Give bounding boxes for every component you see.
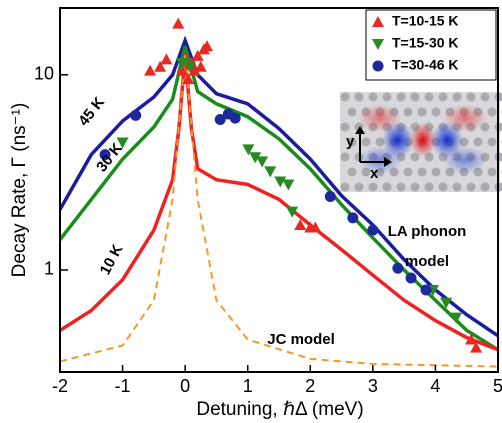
curve — [60, 35, 498, 338]
data-point — [440, 297, 453, 309]
data-point — [188, 64, 201, 76]
y-tick-label: 10 — [34, 64, 54, 84]
y-tick-label: 1 — [44, 259, 54, 279]
legend-marker — [372, 60, 384, 72]
data-point — [405, 272, 417, 284]
data-point — [282, 179, 295, 191]
data-point — [465, 333, 478, 345]
inset-axis-label: y — [346, 133, 355, 150]
plot-frame — [59, 7, 499, 373]
data-point — [176, 57, 189, 69]
data-point — [347, 212, 359, 224]
data-point — [249, 152, 262, 164]
legend-marker — [372, 16, 384, 27]
legend-box — [365, 9, 497, 81]
data-point — [256, 156, 269, 168]
x-tick-label: 5 — [493, 376, 502, 396]
x-tick-label: -1 — [115, 376, 131, 396]
x-tick-label: 1 — [243, 376, 253, 396]
data-point — [274, 176, 287, 188]
data-point — [392, 262, 404, 274]
data-point — [194, 60, 207, 72]
inset-axis-label: x — [370, 165, 379, 182]
data-point — [130, 109, 142, 121]
data-point — [367, 224, 379, 236]
legend-label: T=30-46 K — [392, 57, 459, 73]
data-point — [116, 137, 129, 149]
curve — [60, 53, 498, 352]
data-point — [144, 64, 157, 76]
data-point — [470, 341, 483, 353]
data-point — [294, 218, 307, 230]
data-point — [184, 61, 197, 73]
curve-label: 10 K — [97, 242, 127, 278]
data-point — [420, 284, 432, 296]
y-axis-label: Decay Rate, Γ (ns⁻¹) — [9, 103, 30, 278]
data-point — [160, 53, 173, 65]
x-tick-label: 0 — [180, 376, 190, 396]
data-point — [182, 73, 195, 85]
curve — [60, 53, 498, 368]
data-point — [172, 17, 185, 29]
inset-image — [340, 92, 502, 192]
data-point — [309, 221, 322, 233]
x-tick-label: -2 — [52, 376, 68, 396]
x-tick-label: 4 — [430, 376, 440, 396]
data-point — [324, 190, 336, 202]
x-tick-label: 2 — [305, 376, 315, 396]
curve-label: 45 K — [75, 94, 108, 130]
annotation: model — [405, 253, 449, 270]
data-point — [264, 166, 277, 178]
legend-marker — [372, 39, 384, 50]
data-point — [176, 64, 189, 76]
data-point — [450, 312, 463, 324]
data-point — [154, 60, 167, 72]
x-axis-label: Detuning, ℏΔ (meV) — [196, 399, 363, 420]
curve-label: JC model — [267, 331, 335, 348]
legend-label: T=10-15 K — [392, 13, 459, 29]
data-point — [99, 149, 111, 161]
data-point — [214, 114, 226, 126]
legend-label: T=15-30 K — [392, 35, 459, 51]
data-point — [229, 112, 241, 124]
annotation: LA phonon — [388, 223, 467, 240]
data-point — [242, 144, 255, 156]
x-tick-label: 3 — [368, 376, 378, 396]
data-point — [201, 40, 214, 52]
data-point — [191, 49, 204, 61]
data-point — [286, 206, 299, 218]
